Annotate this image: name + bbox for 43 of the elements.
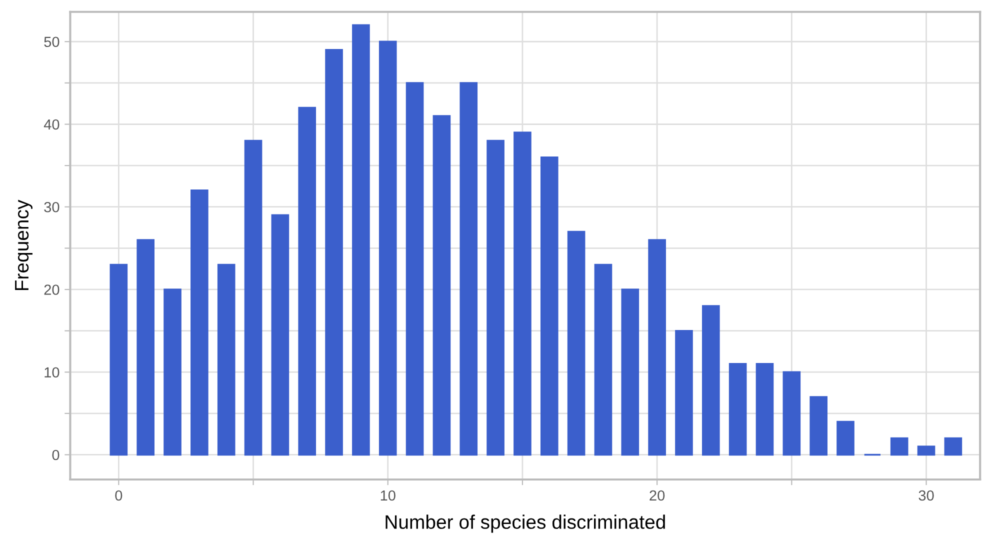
bar xyxy=(944,437,962,456)
bar xyxy=(782,371,801,456)
bar xyxy=(890,437,908,456)
bar xyxy=(540,156,558,456)
bar xyxy=(352,24,370,456)
bar xyxy=(217,264,236,456)
bar xyxy=(836,420,854,456)
bar xyxy=(136,239,155,456)
bar xyxy=(621,288,640,456)
bar xyxy=(244,140,262,456)
bar xyxy=(110,264,128,456)
bar xyxy=(190,190,208,456)
bar xyxy=(567,230,586,456)
y-tick-label: 20 xyxy=(44,284,60,295)
y-tick-label: 40 xyxy=(44,119,60,130)
bar xyxy=(298,106,316,456)
bar xyxy=(675,330,693,456)
y-tick-label: 0 xyxy=(52,450,60,460)
bar xyxy=(756,363,774,456)
bar xyxy=(594,264,612,456)
y-tick-label: 50 xyxy=(44,36,60,48)
y-tick-label: 10 xyxy=(44,367,60,378)
bar xyxy=(648,239,666,456)
bar xyxy=(378,40,397,456)
y-axis-title: Frequency xyxy=(15,200,32,290)
bar xyxy=(271,214,290,456)
x-tick-label: 10 xyxy=(380,490,396,501)
bar xyxy=(460,82,478,456)
bar xyxy=(514,132,532,456)
bar xyxy=(702,305,720,456)
x-tick-label: 20 xyxy=(650,490,665,501)
bar xyxy=(810,396,828,456)
x-tick-label: 30 xyxy=(918,490,934,501)
bar xyxy=(917,446,936,456)
x-axis-title: Number of species discriminated xyxy=(386,514,665,533)
bar xyxy=(406,82,424,456)
bar xyxy=(164,288,182,456)
bar xyxy=(432,115,451,456)
bar xyxy=(325,49,343,456)
x-tick-label: 0 xyxy=(115,490,122,501)
bar xyxy=(728,363,747,456)
y-tick-label: 30 xyxy=(44,202,60,212)
bar xyxy=(486,140,504,456)
